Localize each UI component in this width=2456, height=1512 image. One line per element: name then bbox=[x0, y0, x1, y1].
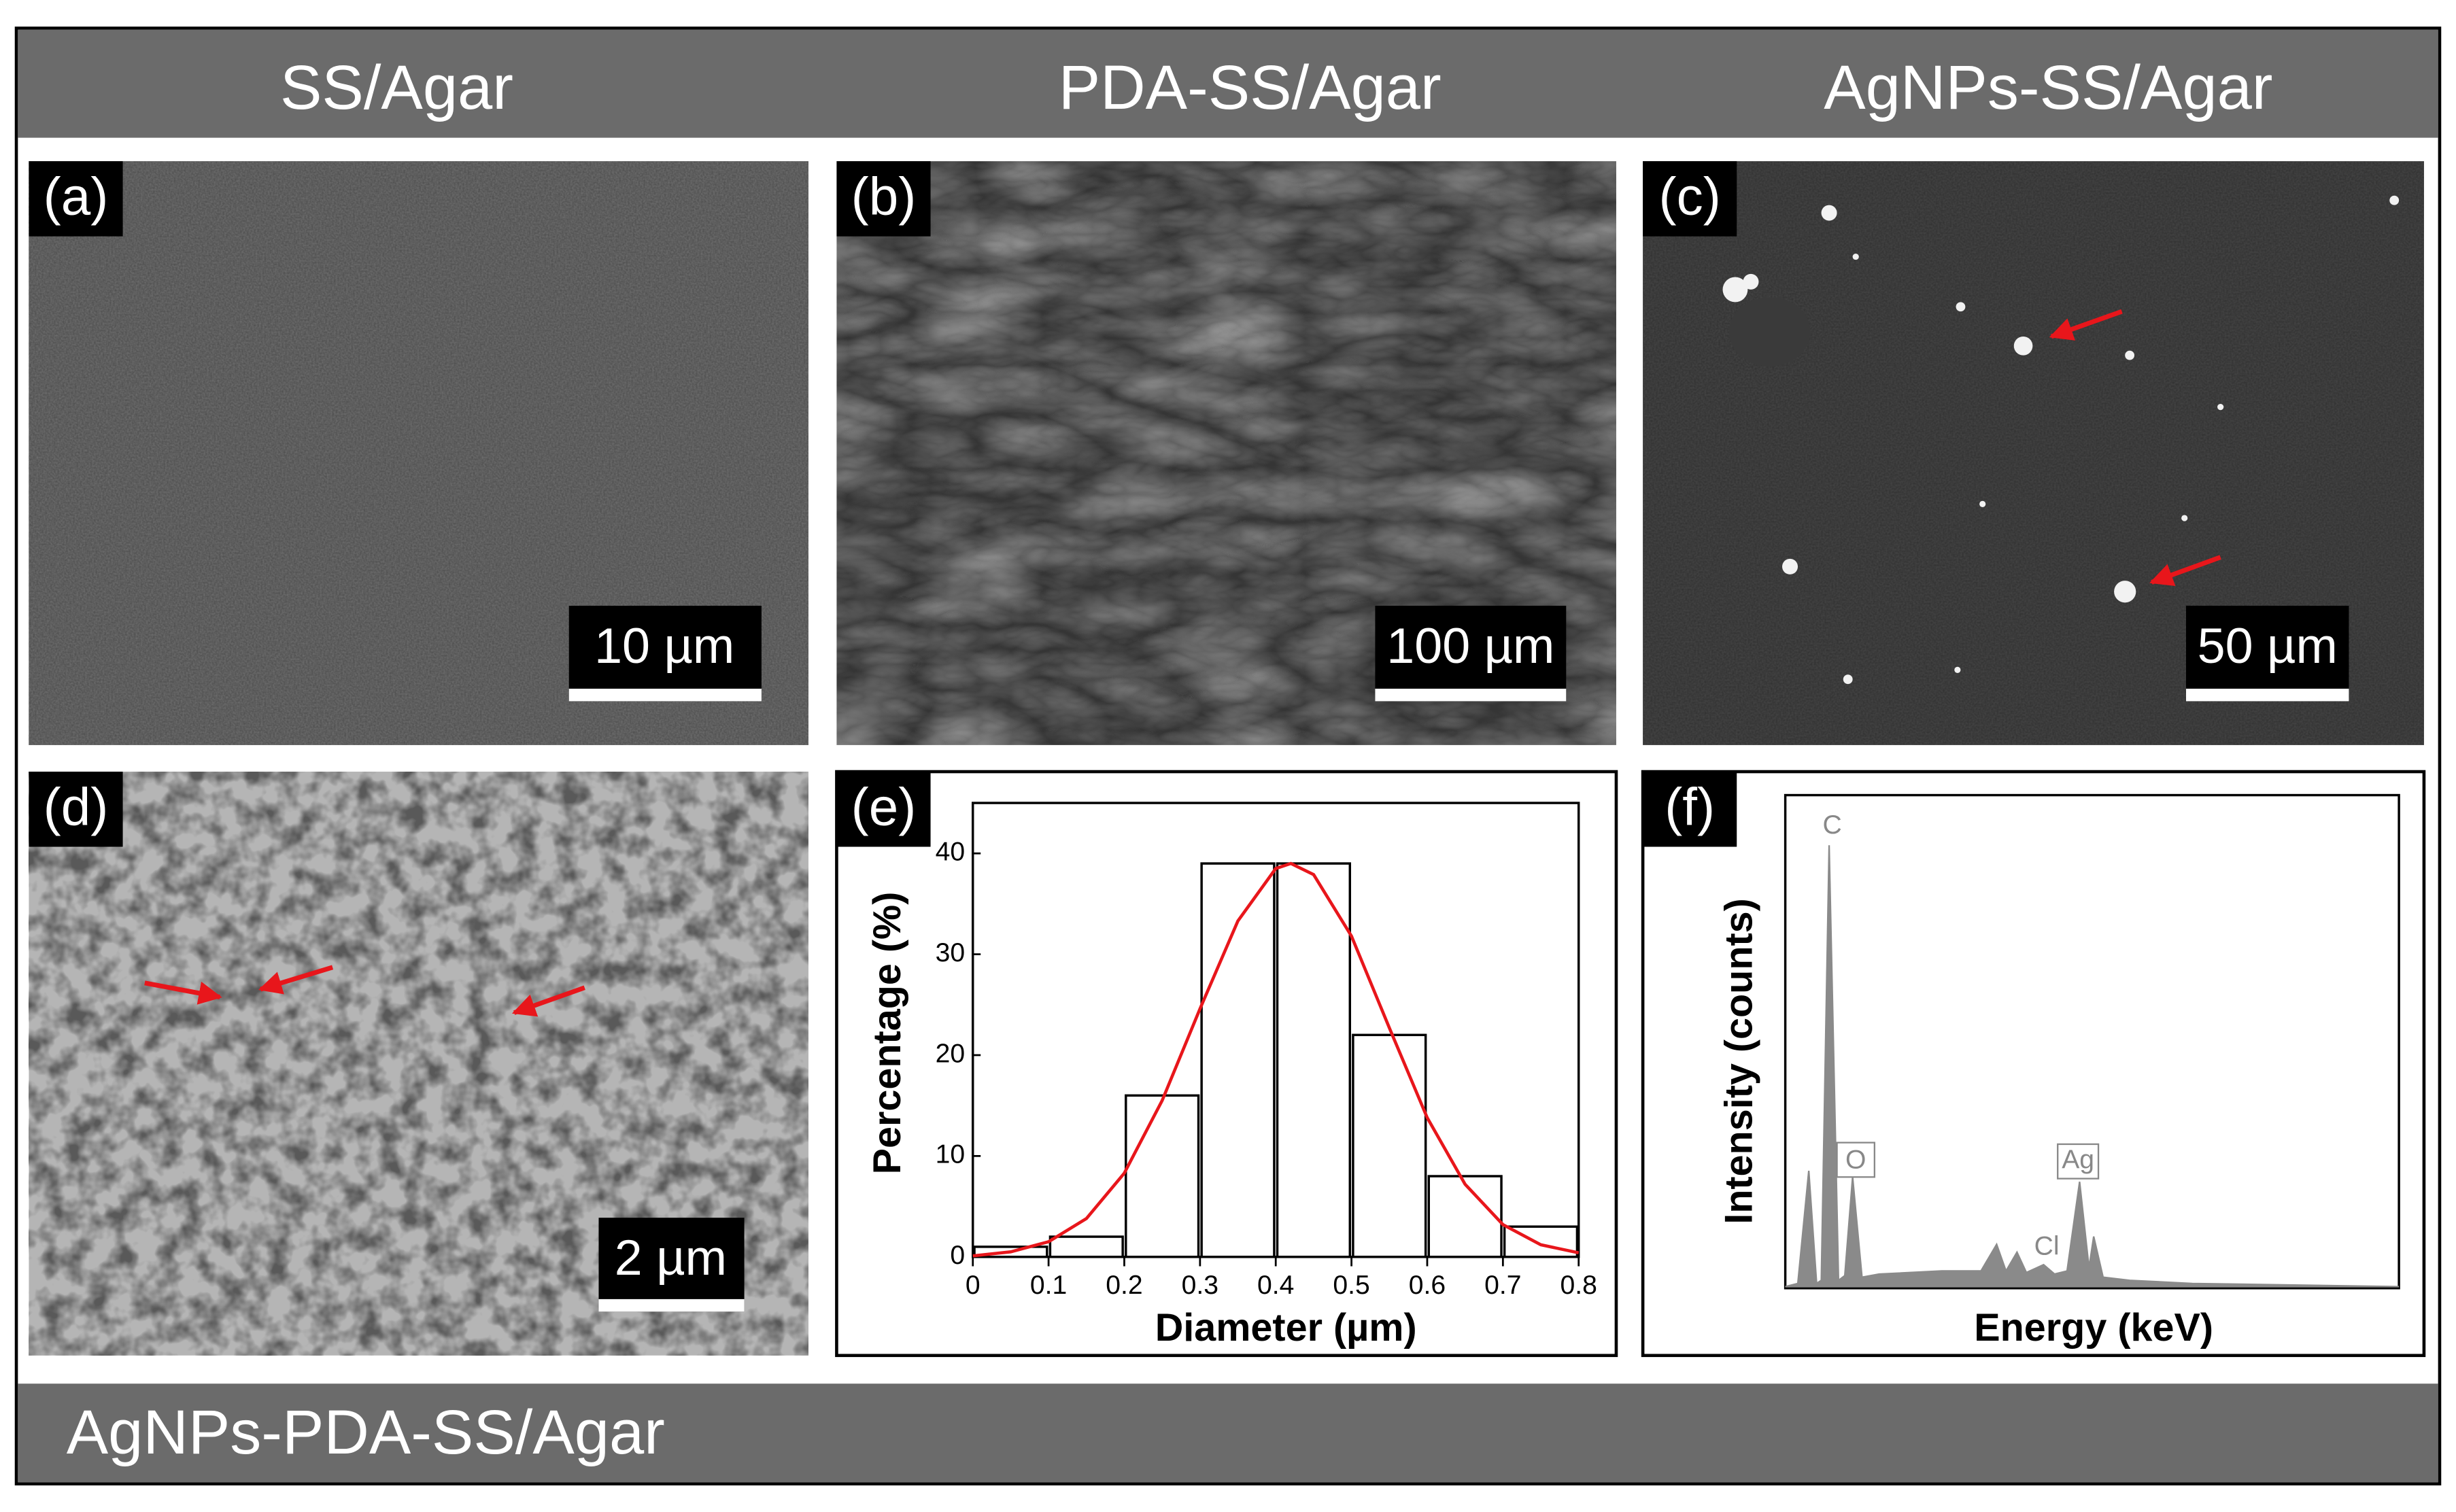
y-tick-label: 0 bbox=[950, 1241, 965, 1270]
y-tick-label: 10 bbox=[936, 1140, 966, 1169]
y-tick-label: 20 bbox=[936, 1039, 966, 1068]
x-tick-label: 0.4 bbox=[1257, 1271, 1294, 1300]
y-axis-label: Intensity (counts) bbox=[1717, 898, 1760, 1224]
scale-bar bbox=[568, 689, 762, 702]
scale-box bbox=[1375, 605, 1567, 702]
arrow bbox=[144, 980, 222, 1005]
bar bbox=[1125, 1094, 1200, 1258]
peak-label: C bbox=[1823, 810, 1842, 840]
scale-box bbox=[598, 1218, 745, 1312]
header-band bbox=[18, 29, 2438, 138]
x-axis-label: Diameter (µm) bbox=[1155, 1306, 1417, 1350]
scale-text: 50 µm bbox=[2198, 617, 2338, 674]
histogram: 0 10 20 30 40 0 0.1 0.2 0.3 0.4 0.5 0.6 0.7 0.8 bbox=[936, 838, 1597, 1300]
y-axis-label: Percentage (%) bbox=[866, 892, 909, 1175]
peak-label: O bbox=[1845, 1146, 1866, 1175]
x-tick-label: 0.7 bbox=[1484, 1271, 1521, 1300]
x-tick-label: 0.3 bbox=[1182, 1271, 1218, 1300]
row-title: AgNPs-PDA-SS/Agar bbox=[67, 1397, 665, 1467]
label-box bbox=[29, 772, 123, 847]
panel-frame bbox=[1641, 770, 2426, 1358]
panel-label: (c) bbox=[1659, 166, 1721, 226]
bar bbox=[1048, 1235, 1124, 1258]
arrow bbox=[258, 965, 334, 995]
footer-band bbox=[18, 1384, 2438, 1483]
panel-label: (f) bbox=[1665, 776, 1715, 836]
x-axis-label: Energy (keV) bbox=[1974, 1306, 2213, 1350]
scale-text: 10 µm bbox=[594, 617, 734, 674]
x-tick-label: 0 bbox=[966, 1271, 980, 1300]
scale-text: 2 µm bbox=[615, 1229, 727, 1286]
arrow bbox=[2149, 555, 2221, 587]
scale-box bbox=[2185, 605, 2349, 702]
x-tick-label: 0.5 bbox=[1333, 1271, 1369, 1300]
panel-label: (e) bbox=[851, 776, 917, 836]
y-tick-label: 30 bbox=[936, 938, 966, 967]
x-tick-label: 0.2 bbox=[1106, 1271, 1142, 1300]
bar bbox=[1352, 1033, 1427, 1258]
scale-bar bbox=[598, 1299, 745, 1312]
plot-area bbox=[1784, 793, 2400, 1290]
peak-label: Ag bbox=[2062, 1146, 2094, 1175]
scale-bar bbox=[2185, 689, 2349, 702]
column-title: AgNPs-SS/Agar bbox=[1824, 52, 2272, 122]
bar bbox=[1276, 862, 1352, 1258]
arrow bbox=[2049, 309, 2123, 341]
panel-label: (a) bbox=[44, 166, 109, 226]
scale-box bbox=[568, 605, 762, 702]
label-box bbox=[1643, 772, 1737, 847]
bar bbox=[1427, 1175, 1503, 1258]
panel-label: (b) bbox=[851, 166, 917, 226]
blob bbox=[1728, 297, 1811, 366]
x-tick-label: 0.8 bbox=[1560, 1271, 1597, 1300]
arrow bbox=[511, 985, 585, 1017]
peak-box bbox=[1836, 1141, 1875, 1178]
scale-text: 100 µm bbox=[1386, 617, 1554, 674]
column-title: PDA-SS/Agar bbox=[1059, 52, 1442, 122]
y-tick-label: 40 bbox=[936, 838, 966, 867]
bar bbox=[1200, 862, 1276, 1258]
x-tick-label: 0.6 bbox=[1409, 1271, 1446, 1300]
peak-label: Cl bbox=[2034, 1231, 2060, 1260]
x-tick-label: 0.1 bbox=[1030, 1271, 1067, 1300]
particles bbox=[1722, 195, 2400, 685]
panel-label: (d) bbox=[44, 776, 109, 836]
label-box bbox=[29, 161, 123, 237]
fit-curve bbox=[972, 861, 1580, 1258]
label-box bbox=[1643, 161, 1737, 237]
peak-box bbox=[2057, 1143, 2100, 1180]
eds-spectrum bbox=[1785, 845, 2400, 1288]
scale-bar bbox=[1375, 689, 1567, 702]
label-box bbox=[836, 772, 931, 847]
label-box bbox=[836, 161, 931, 237]
column-title: SS/Agar bbox=[280, 52, 513, 122]
